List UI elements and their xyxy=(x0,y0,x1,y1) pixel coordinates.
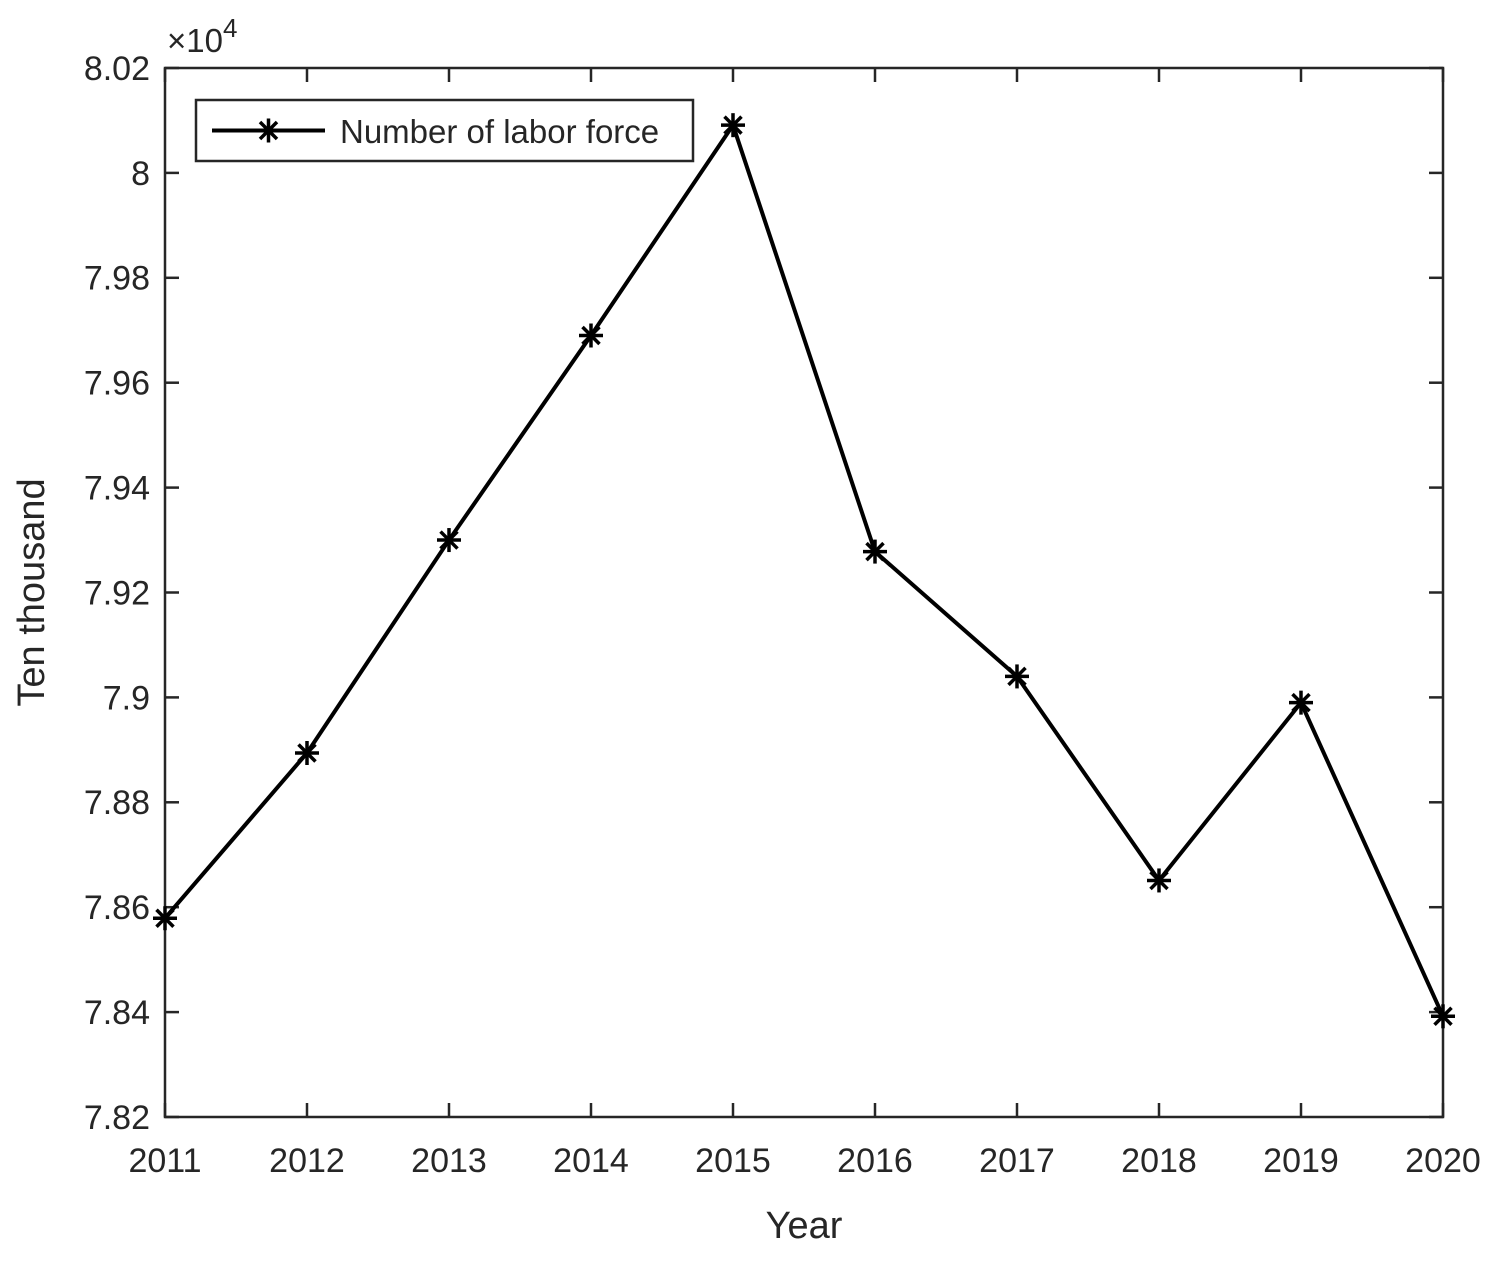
data-point-marker xyxy=(295,740,319,765)
y-tick-label: 7.86 xyxy=(84,889,150,927)
y-tick-label: 7.88 xyxy=(84,784,150,822)
x-tick-label: 2015 xyxy=(695,1142,771,1180)
x-tick-label: 2011 xyxy=(128,1142,201,1180)
x-tick-label: 2018 xyxy=(1121,1142,1197,1180)
x-tick-label: 2013 xyxy=(411,1142,487,1180)
y-tick-label: 8.02 xyxy=(84,50,150,88)
x-tick-label: 2019 xyxy=(1263,1142,1339,1180)
x-tick-label: 2014 xyxy=(553,1142,629,1180)
x-tick-label: 2017 xyxy=(979,1142,1055,1180)
data-point-marker xyxy=(1005,664,1029,689)
y-tick-label: 7.98 xyxy=(84,260,150,298)
y-tick-label: 7.94 xyxy=(84,470,150,508)
legend-label: Number of labor force xyxy=(340,113,659,150)
data-point-marker xyxy=(579,323,603,348)
y-tick-label: 7.9 xyxy=(103,679,150,717)
x-tick-label: 2020 xyxy=(1405,1142,1481,1180)
data-point-marker xyxy=(153,906,177,931)
data-point-marker xyxy=(437,528,461,553)
data-point-marker xyxy=(721,113,745,138)
y-tick-label: 7.96 xyxy=(84,365,150,403)
y-tick-label: 7.92 xyxy=(84,574,150,612)
x-tick-label: 2016 xyxy=(837,1142,913,1180)
y-tick-label: 7.82 xyxy=(84,1099,150,1137)
x-tick-label: 2012 xyxy=(269,1142,345,1180)
data-point-marker xyxy=(1147,868,1171,893)
y-tick-label: 7.84 xyxy=(84,994,150,1032)
data-point-marker xyxy=(1289,690,1313,715)
data-point-marker xyxy=(1431,1004,1455,1029)
data-point-marker xyxy=(256,118,281,143)
x-axis-label: Year xyxy=(766,1205,843,1247)
y-tick-label: 8 xyxy=(131,155,150,193)
y-axis-label: Ten thousand xyxy=(11,478,53,706)
data-line xyxy=(163,120,1445,1018)
legend: Number of labor force xyxy=(194,98,695,163)
data-point-marker xyxy=(863,539,887,564)
